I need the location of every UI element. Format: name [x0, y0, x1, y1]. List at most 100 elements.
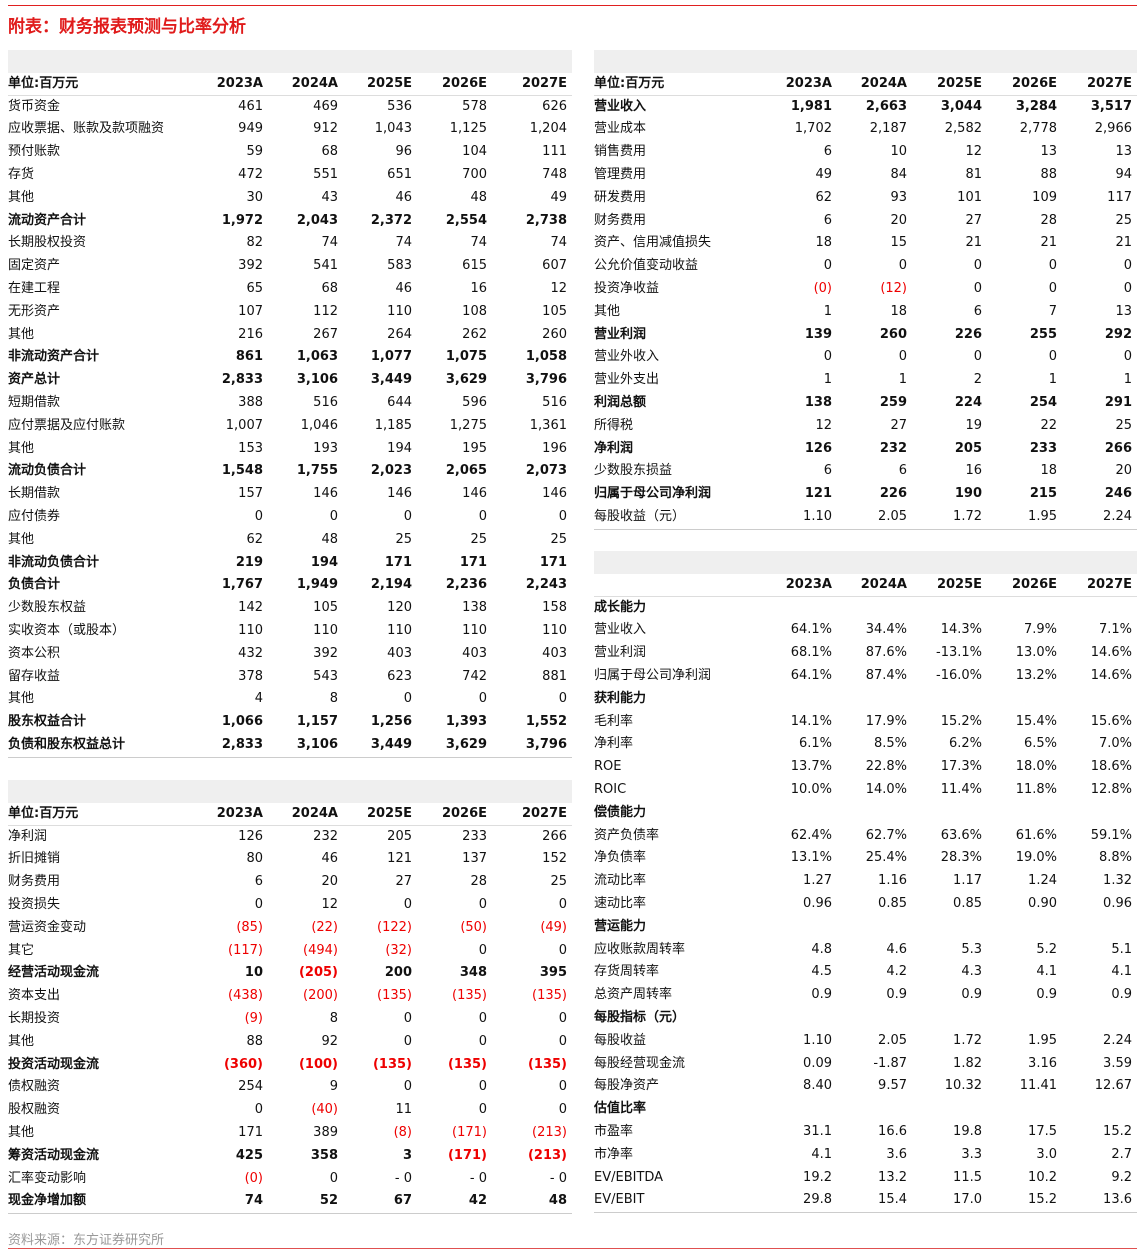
cell-value: 516	[313, 394, 338, 410]
cell-value: 29.8	[803, 1192, 832, 1208]
table-row: 汇率变动影响 (0) 0 - 0 - 0 - 0	[8, 1168, 572, 1191]
cell-value: 596	[462, 394, 487, 410]
bottom-rule	[8, 1248, 1137, 1249]
cell-value: 30	[246, 189, 263, 205]
cell-value: 0.90	[1028, 895, 1057, 911]
cell-value: 14.6%	[1090, 667, 1132, 683]
cell-value: 10.32	[944, 1078, 982, 1094]
cell-value: 12	[550, 280, 567, 296]
table-row: 在建工程 65 68 46 16 12	[8, 278, 572, 301]
cell-value: 0	[478, 1033, 487, 1049]
row-label: 净利润	[8, 828, 48, 844]
table-row: 资本公积 432 392 403 403 403	[8, 643, 572, 666]
cell-value: 49	[815, 166, 832, 182]
cell-value: 1.10	[803, 508, 832, 524]
table-row: 留存收益 378 543 623 742 881	[8, 666, 572, 689]
cell-value: 3,449	[370, 372, 412, 388]
row-label: 其他	[8, 1033, 35, 1049]
cell-value: 3,449	[370, 736, 412, 752]
cell-value: 4.1	[1111, 964, 1132, 980]
cell-value: 403	[387, 645, 412, 661]
row-label: 少数股东权益	[8, 600, 87, 616]
table-row: 归属于母公司净利润 121 226 190 215 246	[594, 483, 1137, 506]
cell-value: 0	[558, 691, 567, 707]
cell-value: 388	[238, 394, 263, 410]
row-label: 资产负债率	[594, 827, 660, 843]
cell-value: 25	[1115, 417, 1132, 433]
cell-value: 0	[403, 896, 412, 912]
table-row: 所得税 12 27 19 22 25	[594, 415, 1137, 438]
table-row: 筹资活动现金流 425 358 3 (171) (213)	[8, 1145, 572, 1168]
cell-value: 3.6	[886, 1146, 907, 1162]
cell-value: 87.4%	[865, 667, 907, 683]
cell-value: 12	[815, 417, 832, 433]
year-header: 2024A	[291, 805, 338, 821]
cell-value: 0	[254, 1102, 263, 1118]
cell-value: (100)	[298, 1056, 338, 1072]
row-label: 成长能力	[594, 599, 647, 615]
table-row: 每股收益 1.10 2.05 1.72 1.95 2.24	[594, 1030, 1137, 1053]
table-row: 研发费用 62 93 101 109 117	[594, 187, 1137, 210]
cell-value: 15	[890, 235, 907, 251]
cell-value: 74	[395, 235, 412, 251]
column-header-row: 单位:百万元 2023A 2024A 2025E 2026E 2027E	[594, 73, 1137, 96]
cell-value: 14.6%	[1090, 645, 1132, 661]
cell-value: 68	[321, 144, 338, 160]
year-header: 2026E	[1011, 75, 1057, 91]
row-label: 无形资产	[8, 303, 61, 319]
cell-value: 15.2	[1028, 1192, 1057, 1208]
table-row: 流动比率 1.27 1.16 1.17 1.24 1.32	[594, 870, 1137, 893]
column-header-row: 单位:百万元 2023A 2024A 2025E 2026E 2027E	[8, 803, 572, 826]
cell-value: 146	[462, 486, 487, 502]
cell-value: 74	[244, 1193, 263, 1209]
table-row: 毛利率 14.1% 17.9% 15.2% 15.4% 15.6%	[594, 711, 1137, 734]
row-label: 投资净收益	[594, 280, 660, 296]
cell-value: 1,066	[221, 714, 263, 730]
cell-value: 232	[313, 828, 338, 844]
cell-value: 3,106	[296, 372, 338, 388]
cell-value: 139	[804, 326, 832, 342]
cell-value: 196	[542, 440, 567, 456]
year-header: 2026E	[1011, 576, 1057, 592]
row-label: 估值比率	[594, 1101, 647, 1117]
cell-value: 541	[313, 258, 338, 274]
cell-value: 27	[395, 874, 412, 890]
cell-value: 1	[1048, 372, 1057, 388]
cell-value: (494)	[303, 942, 338, 958]
cell-value: 3.3	[961, 1146, 982, 1162]
cell-value: 255	[1029, 326, 1057, 342]
table-row: 债权融资 254 9 0 0 0	[8, 1076, 572, 1099]
cell-value: 7.9%	[1023, 622, 1057, 638]
cell-value: 146	[542, 486, 567, 502]
cell-value: 0	[823, 349, 832, 365]
row-label: 营运能力	[594, 918, 647, 934]
cell-value: - 0	[549, 1170, 567, 1186]
cell-value: 583	[387, 258, 412, 274]
cell-value: 0.85	[953, 895, 982, 911]
year-header: 2025E	[936, 576, 982, 592]
cell-value: 0	[1048, 280, 1057, 296]
unit-label: 单位:百万元	[8, 805, 79, 821]
cell-value: 87.6%	[865, 645, 907, 661]
cell-value: (85)	[236, 919, 263, 935]
cell-value: 1,552	[525, 714, 567, 730]
cell-value: (32)	[385, 942, 412, 958]
table-row: 市盈率 31.1 16.6 19.8 17.5 15.2	[594, 1121, 1137, 1144]
table-row: 经营活动现金流 10 (205) 200 348 395	[8, 962, 572, 985]
cell-value: 25	[550, 531, 567, 547]
cell-value: (122)	[377, 919, 412, 935]
row-label: 筹资活动现金流	[8, 1147, 100, 1163]
cell-value: 28	[470, 874, 487, 890]
row-label: ROE	[594, 759, 622, 775]
cell-value: 0	[254, 896, 263, 912]
cell-value: 0	[403, 508, 412, 524]
cell-value: 0.96	[803, 895, 832, 911]
row-label: 营业外支出	[594, 372, 660, 388]
cell-value: (0)	[813, 280, 832, 296]
cell-value: 6	[823, 144, 832, 160]
cell-value: 64.1%	[790, 667, 832, 683]
row-label: 每股收益（元）	[594, 508, 686, 524]
row-label: 货币资金	[8, 98, 61, 114]
table-row: 其他 62 48 25 25 25	[8, 529, 572, 552]
row-label: 短期借款	[8, 394, 61, 410]
